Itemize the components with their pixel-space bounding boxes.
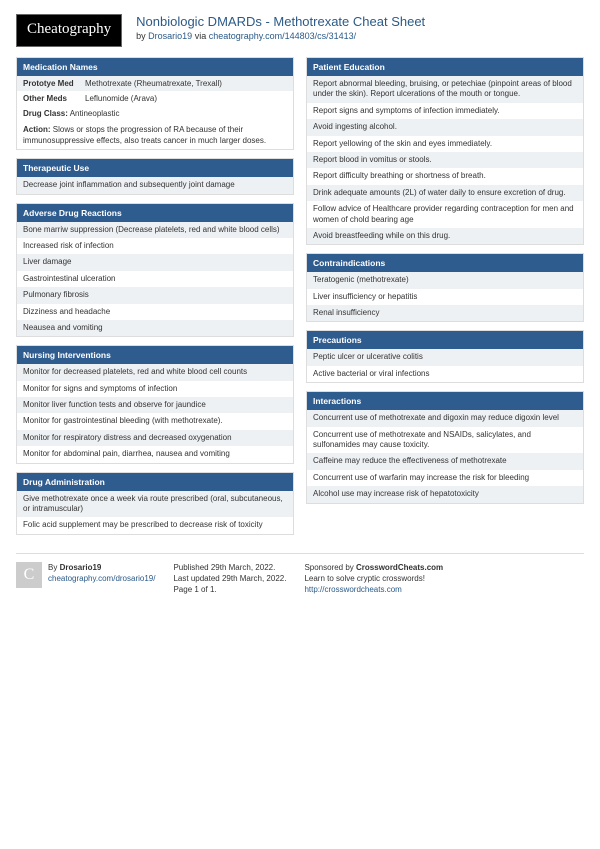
- published: Published 29th March, 2022.: [173, 562, 286, 573]
- list-item: Report difficulty breathing or shortness…: [307, 168, 583, 184]
- author-url[interactable]: cheatography.com/drosario19/: [48, 574, 155, 583]
- section-header: Precautions: [307, 331, 583, 349]
- author-link[interactable]: Drosario19: [148, 31, 192, 41]
- list-item: Monitor for gastrointestinal bleeding (w…: [17, 413, 293, 429]
- section-nursing: Nursing Interventions Monitor for decrea…: [16, 345, 294, 463]
- list-item: Dizziness and headache: [17, 304, 293, 320]
- via-label: via: [192, 31, 209, 41]
- list-item: Liver insufficiency or hepatitis: [307, 289, 583, 305]
- list-item: Monitor for respiratory distress and dec…: [17, 430, 293, 446]
- list-item: Monitor for decreased platelets, red and…: [17, 364, 293, 380]
- list-item: Peptic ulcer or ulcerative colitis: [307, 349, 583, 365]
- section-header: Medication Names: [17, 58, 293, 76]
- drug-class-label: Drug Class:: [23, 109, 68, 118]
- list-item: Decrease joint inflammation and subseque…: [17, 177, 293, 193]
- section-header: Drug Administration: [17, 473, 293, 491]
- list-item: Pulmonary fibrosis: [17, 287, 293, 303]
- section-precautions: Precautions Peptic ulcer or ulcerative c…: [306, 330, 584, 383]
- byline: by Drosario19 via cheatography.com/14480…: [136, 31, 425, 41]
- list-item: Report signs and symptoms of infection i…: [307, 103, 583, 119]
- avatar: C: [16, 562, 42, 588]
- note: Action: Slows or stops the progression o…: [17, 122, 293, 149]
- kv-key: Prototye Med: [23, 79, 85, 88]
- page-count: Page 1 of 1.: [173, 584, 286, 595]
- list-item: Report abnormal bleeding, bruising, or p…: [307, 76, 583, 103]
- drug-class: Antineoplastic: [68, 109, 120, 118]
- list-item: Avoid breastfeeding while on this drug.: [307, 228, 583, 244]
- kv-key: Other Meds: [23, 94, 85, 103]
- note: Drug Class: Antineoplastic: [17, 106, 293, 122]
- kv-row: Prototye MedMethotrexate (Rheumatrexate,…: [17, 76, 293, 91]
- sponsor-tag: Learn to solve cryptic crosswords!: [304, 573, 443, 584]
- list-item: Caffeine may reduce the effectiveness of…: [307, 453, 583, 469]
- section-education: Patient Education Report abnormal bleedi…: [306, 57, 584, 245]
- page-title: Nonbiologic DMARDs - Methotrexate Cheat …: [136, 14, 425, 29]
- list-item: Give methotrexate once a week via route …: [17, 491, 293, 518]
- list-item: Concurrent use of warfarin may increase …: [307, 470, 583, 486]
- list-item: Avoid ingesting alcohol.: [307, 119, 583, 135]
- by-label: by: [136, 31, 148, 41]
- footer-author: Drosario19: [60, 563, 102, 572]
- action-text: Slows or stops the progression of RA bec…: [23, 125, 266, 144]
- section-header: Contraindications: [307, 254, 583, 272]
- list-item: Follow advice of Healthcare provider reg…: [307, 201, 583, 228]
- sponsor-name: CrosswordCheats.com: [356, 563, 443, 572]
- list-item: Gastrointestinal ulceration: [17, 271, 293, 287]
- page-header: Cheatography Nonbiologic DMARDs - Methot…: [16, 14, 584, 47]
- list-item: Liver damage: [17, 254, 293, 270]
- section-header: Adverse Drug Reactions: [17, 204, 293, 222]
- sponsor-label: Sponsored by: [304, 563, 356, 572]
- section-interactions: Interactions Concurrent use of methotrex…: [306, 391, 584, 503]
- section-therapeutic: Therapeutic Use Decrease joint inflammat…: [16, 158, 294, 194]
- section-header: Nursing Interventions: [17, 346, 293, 364]
- list-item: Monitor for abdominal pain, diarrhea, na…: [17, 446, 293, 462]
- list-item: Monitor for signs and symptoms of infect…: [17, 381, 293, 397]
- list-item: Alcohol use may increase risk of hepatot…: [307, 486, 583, 502]
- list-item: Report yellowing of the skin and eyes im…: [307, 136, 583, 152]
- section-admin: Drug Administration Give methotrexate on…: [16, 472, 294, 535]
- list-item: Increased risk of infection: [17, 238, 293, 254]
- list-item: Drink adequate amounts (2L) of water dai…: [307, 185, 583, 201]
- list-item: Report blood in vomitus or stools.: [307, 152, 583, 168]
- source-link[interactable]: cheatography.com/144803/cs/31413/: [209, 31, 356, 41]
- list-item: Renal insufficiency: [307, 305, 583, 321]
- section-header: Patient Education: [307, 58, 583, 76]
- section-contra: Contraindications Teratogenic (methotrex…: [306, 253, 584, 322]
- list-item: Folic acid supplement may be prescribed …: [17, 517, 293, 533]
- section-header: Therapeutic Use: [17, 159, 293, 177]
- section-adverse: Adverse Drug Reactions Bone marriw suppr…: [16, 203, 294, 338]
- by-label: By: [48, 563, 60, 572]
- list-item: Active bacterial or viral infections: [307, 366, 583, 382]
- list-item: Teratogenic (methotrexate): [307, 272, 583, 288]
- list-item: Bone marriw suppression (Decrease platel…: [17, 222, 293, 238]
- list-item: Concurrent use of methotrexate and NSAID…: [307, 427, 583, 454]
- updated: Last updated 29th March, 2022.: [173, 573, 286, 584]
- kv-row: Other MedsLeflunomide (Arava): [17, 91, 293, 106]
- sponsor-url[interactable]: http://crosswordcheats.com: [304, 585, 401, 594]
- kv-val: Leflunomide (Arava): [85, 94, 287, 103]
- list-item: Neausea and vomiting: [17, 320, 293, 336]
- kv-val: Methotrexate (Rheumatrexate, Trexall): [85, 79, 287, 88]
- left-column: Medication Names Prototye MedMethotrexat…: [16, 57, 294, 543]
- list-item: Monitor liver function tests and observe…: [17, 397, 293, 413]
- logo: Cheatography: [16, 14, 122, 47]
- section-header: Interactions: [307, 392, 583, 410]
- list-item: Concurrent use of methotrexate and digox…: [307, 410, 583, 426]
- section-medication-names: Medication Names Prototye MedMethotrexat…: [16, 57, 294, 150]
- footer: C By Drosario19 cheatography.com/drosari…: [16, 553, 584, 596]
- action-label: Action:: [23, 125, 51, 134]
- right-column: Patient Education Report abnormal bleedi…: [306, 57, 584, 543]
